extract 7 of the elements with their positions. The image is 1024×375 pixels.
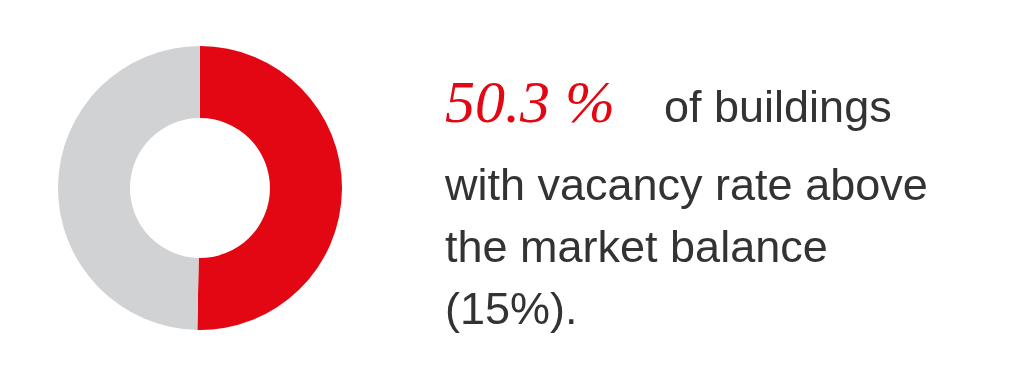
text: of buildings — [664, 81, 892, 132]
text: with vacancy rate above — [444, 159, 928, 210]
text: 50.3 % — [445, 69, 615, 135]
text: the market balance — [445, 221, 828, 272]
text: (15%). — [445, 283, 578, 334]
donut-slice — [58, 46, 200, 330]
donut-slice — [197, 46, 342, 330]
